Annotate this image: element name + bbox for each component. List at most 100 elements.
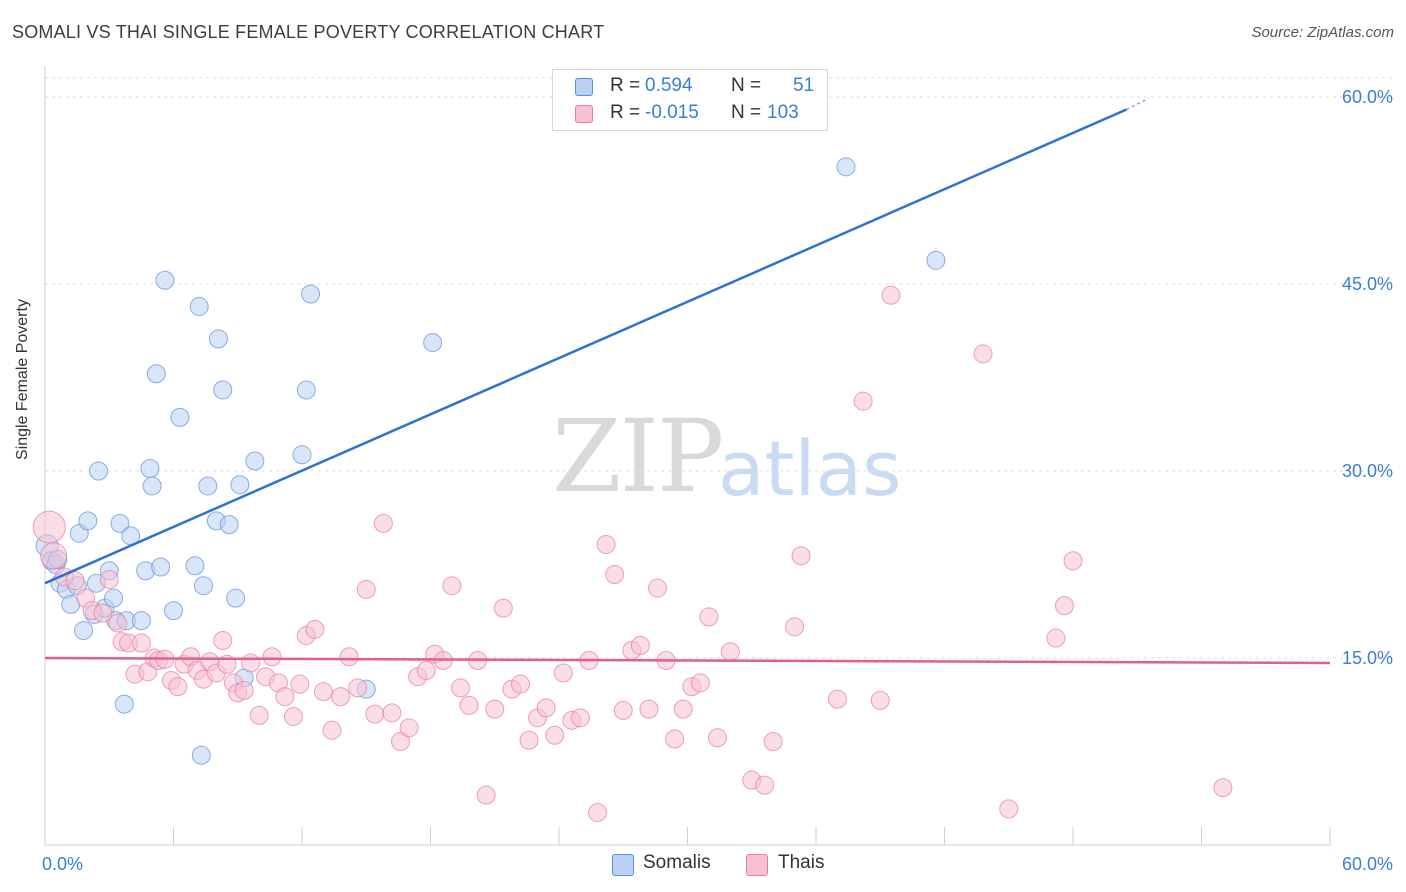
watermark-atlas: atlas (718, 424, 902, 513)
thai-legend-swatch (746, 854, 768, 876)
somali-point (185, 556, 205, 576)
thai-point (131, 633, 151, 653)
thai-point (763, 732, 783, 752)
thai-point (108, 613, 128, 633)
thai-point (476, 785, 496, 805)
thai-point (648, 578, 668, 598)
somali-point (104, 588, 124, 608)
somali-legend-label: Somalis (643, 852, 711, 873)
thai-point (485, 699, 505, 719)
thai-point (1046, 628, 1066, 648)
somali-point (155, 270, 175, 290)
thai-point (283, 707, 303, 727)
thai-point (290, 674, 310, 694)
thai-point (262, 647, 282, 667)
thai-point (93, 603, 113, 623)
thai-point (510, 674, 530, 694)
thai-point (1063, 551, 1083, 571)
n-label: N = (731, 102, 762, 123)
somali-point (78, 511, 98, 531)
n-value: 51 (793, 75, 815, 96)
thai-point (791, 546, 811, 566)
y-tick-label: 30.0% (1342, 461, 1393, 481)
thai-point (853, 391, 873, 411)
y-tick-label: 60.0% (1342, 87, 1393, 107)
stats-row-thais: R = -0.015 N = 103 (553, 101, 827, 127)
thai-point (213, 631, 233, 651)
somali-point (142, 476, 162, 496)
thai-point (493, 598, 513, 618)
thai-point (339, 647, 359, 667)
thai-point (275, 687, 295, 707)
somali-point (301, 284, 321, 304)
thai-point (40, 542, 68, 570)
thai-point (553, 663, 573, 683)
thai-point (881, 285, 901, 305)
somali-point (131, 611, 151, 631)
y-tick-label: 15.0% (1342, 648, 1393, 668)
somali-point (193, 576, 213, 596)
stats-row-somalis: R = 0.594 N = 51 (553, 74, 827, 100)
somali-point (296, 380, 316, 400)
thai-point (99, 569, 119, 589)
somali-point (114, 694, 134, 714)
thai-point (234, 680, 254, 700)
thai-point (1054, 596, 1074, 616)
chart-title: SOMALI VS THAI SINGLE FEMALE POVERTY COR… (12, 22, 605, 42)
somali-point (926, 250, 946, 270)
r-value: 0.594 (645, 75, 693, 96)
thai-point (613, 700, 633, 720)
y-tick-label: 45.0% (1342, 274, 1393, 294)
thai-point (241, 653, 261, 673)
thai-point (391, 732, 411, 752)
somali-swatch (575, 78, 593, 96)
somali-point (219, 515, 239, 535)
thai-point (827, 689, 847, 709)
thai-point (639, 699, 659, 719)
somali-point (164, 601, 183, 621)
thai-point (356, 579, 376, 599)
somali-legend-swatch (612, 854, 634, 876)
somali-point (423, 333, 443, 353)
watermark-zip: ZIP (552, 398, 724, 515)
somali-point (198, 476, 218, 496)
thai-point (545, 725, 565, 745)
thai-point (690, 673, 710, 693)
thai-point (459, 695, 479, 715)
thai-point (382, 703, 402, 723)
n-value: 103 (767, 102, 799, 123)
somali-trend-line (44, 108, 1128, 585)
somali-point (230, 475, 250, 495)
somali-point (226, 588, 246, 608)
thai-point (168, 677, 188, 697)
thai-point (673, 699, 693, 719)
thai-point (373, 513, 393, 533)
thai-point (519, 730, 539, 750)
somali-point (245, 451, 265, 471)
thai-point (570, 708, 590, 728)
thai-point (348, 678, 368, 698)
somali-point (836, 157, 856, 177)
n-label: N = (731, 75, 762, 96)
thai-legend-label: Thais (778, 852, 825, 873)
x-tick-label-min: 0.0% (42, 854, 83, 874)
somali-point (151, 557, 171, 577)
somali-trend-extension (1126, 97, 1149, 111)
thai-point (699, 607, 719, 627)
thai-point (785, 617, 805, 637)
somali-point (213, 380, 233, 400)
thai-point (65, 571, 85, 591)
stats-legend: R = 0.594 N = 51 R = -0.015 N = 103 (552, 69, 828, 131)
somali-point (140, 459, 160, 479)
thai-point (399, 718, 419, 738)
thai-point (331, 687, 351, 707)
thai-point (720, 642, 740, 662)
thai-trend-line (44, 656, 1331, 665)
thai-point (605, 564, 625, 584)
r-value: -0.015 (645, 102, 699, 123)
thai-point (450, 678, 470, 698)
somali-point (292, 445, 312, 465)
thai-point (999, 799, 1019, 819)
thai-point (707, 728, 727, 748)
